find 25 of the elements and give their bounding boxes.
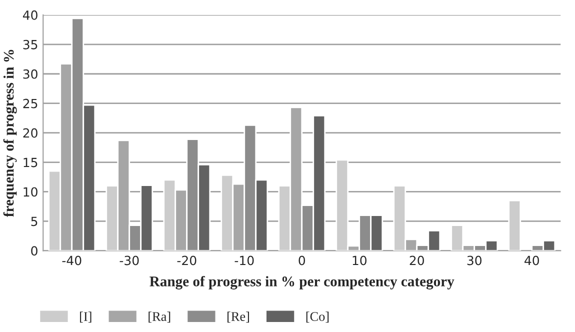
bar	[508, 200, 522, 251]
legend-label: [Co]	[306, 312, 329, 323]
y-tick-label: 40	[22, 10, 38, 20]
y-tick-label: 30	[23, 69, 38, 79]
x-tick-label: 10	[352, 256, 366, 266]
x-tick-label: 0	[298, 256, 306, 266]
y-tick-label: 25	[23, 98, 38, 108]
y-axis-title: frequency of progress in %	[3, 50, 17, 217]
x-tick-label: 30	[467, 256, 482, 266]
y-tick-label: 15	[24, 158, 38, 168]
x-tick-label: -10	[234, 256, 254, 266]
x-tick-label: -40	[62, 256, 82, 266]
legend-label: [Re]	[227, 312, 249, 323]
x-tick-label: -20	[177, 256, 196, 266]
legend-label: [I]	[80, 312, 92, 323]
x-tick-label: -30	[120, 256, 139, 266]
legend-label: [Ra]	[148, 312, 170, 323]
y-tick-label: 35	[23, 40, 38, 50]
y-tick-label: 20	[23, 128, 38, 138]
x-axis-title: Range of progress in % per competency category	[150, 276, 454, 290]
y-tick-label: 5	[31, 216, 38, 226]
y-tick-label: 10	[24, 187, 38, 197]
x-tick-label: 40	[524, 256, 539, 266]
y-tick-label: 0	[31, 246, 38, 256]
x-tick-label: 20	[410, 256, 424, 266]
